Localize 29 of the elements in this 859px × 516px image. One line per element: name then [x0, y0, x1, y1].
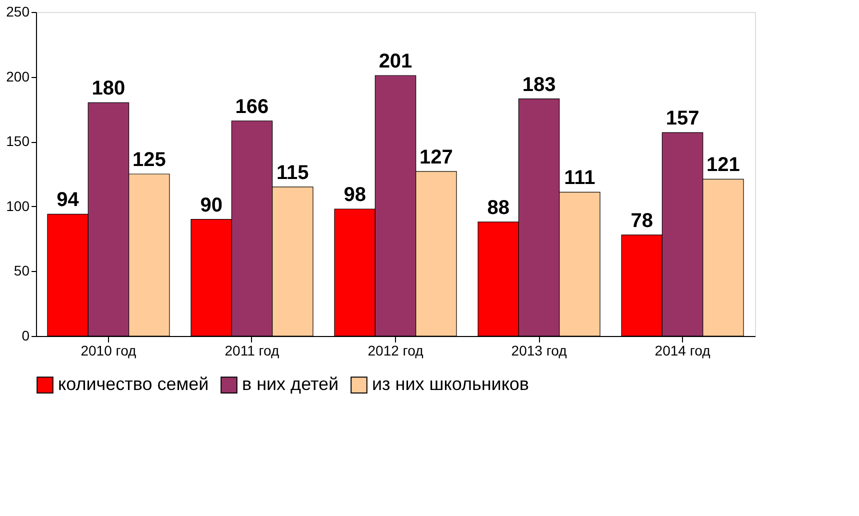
- x-tick-label: 2012 год: [368, 342, 424, 358]
- data-label: 88: [487, 196, 510, 219]
- data-label: 78: [630, 210, 653, 232]
- x-tick-label: 2013 год: [511, 342, 567, 358]
- legend-label: из них школьников: [372, 374, 529, 394]
- data-label: 127: [419, 146, 453, 168]
- x-tick-label: 2011 год: [224, 342, 280, 358]
- data-label: 94: [56, 189, 80, 212]
- data-label: 166: [235, 96, 269, 118]
- data-label: 111: [564, 167, 596, 190]
- data-label: 201: [378, 50, 412, 73]
- x-tick-label: 2010 год: [80, 342, 136, 358]
- y-tick-label: 50: [14, 262, 30, 279]
- data-label: 157: [666, 108, 700, 130]
- legend-label: количество семей: [58, 374, 209, 394]
- data-label: 121: [706, 154, 740, 176]
- data-label: 180: [92, 78, 126, 100]
- data-label: 115: [276, 162, 309, 184]
- y-tick-label: 100: [6, 198, 30, 214]
- x-tick-label: 2014 год: [654, 342, 710, 358]
- y-tick-label: 0: [22, 328, 30, 344]
- y-tick-label: 250: [6, 4, 30, 20]
- data-label: 90: [200, 194, 222, 216]
- legend-label: в них детей: [242, 374, 339, 394]
- data-label: 125: [132, 149, 166, 171]
- data-label: 98: [344, 184, 366, 206]
- y-tick-label: 150: [6, 133, 30, 150]
- data-label: 183: [522, 74, 556, 96]
- y-tick-label: 200: [6, 68, 30, 84]
